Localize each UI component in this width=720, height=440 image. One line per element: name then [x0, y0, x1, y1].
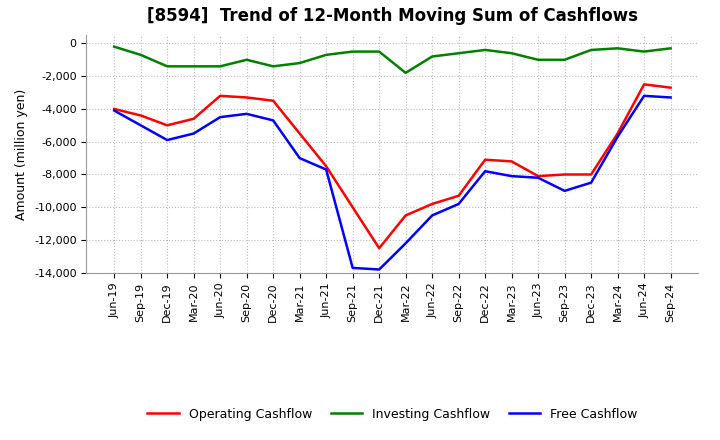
Operating Cashflow	[375, 246, 384, 251]
Line: Operating Cashflow: Operating Cashflow	[114, 84, 670, 248]
Free Cashflow	[401, 241, 410, 246]
Investing Cashflow	[243, 57, 251, 62]
Operating Cashflow	[110, 106, 119, 112]
Investing Cashflow	[295, 60, 304, 66]
Line: Investing Cashflow: Investing Cashflow	[114, 47, 670, 73]
Operating Cashflow	[269, 98, 277, 103]
Free Cashflow	[322, 167, 330, 172]
Free Cashflow	[454, 202, 463, 207]
Free Cashflow	[216, 114, 225, 120]
Legend: Operating Cashflow, Investing Cashflow, Free Cashflow: Operating Cashflow, Investing Cashflow, …	[143, 403, 642, 425]
Free Cashflow	[136, 123, 145, 128]
Investing Cashflow	[136, 52, 145, 58]
Free Cashflow	[587, 180, 595, 185]
Free Cashflow	[613, 134, 622, 139]
Operating Cashflow	[640, 82, 649, 87]
Operating Cashflow	[189, 116, 198, 121]
Investing Cashflow	[428, 54, 436, 59]
Free Cashflow	[295, 155, 304, 161]
Operating Cashflow	[428, 202, 436, 207]
Operating Cashflow	[163, 123, 171, 128]
Free Cashflow	[269, 118, 277, 123]
Operating Cashflow	[348, 205, 357, 210]
Free Cashflow	[640, 93, 649, 99]
Investing Cashflow	[269, 64, 277, 69]
Investing Cashflow	[454, 51, 463, 56]
Operating Cashflow	[481, 157, 490, 162]
Investing Cashflow	[189, 64, 198, 69]
Operating Cashflow	[666, 85, 675, 90]
Investing Cashflow	[322, 52, 330, 58]
Operating Cashflow	[613, 131, 622, 136]
Investing Cashflow	[587, 48, 595, 53]
Investing Cashflow	[216, 64, 225, 69]
Title: [8594]  Trend of 12-Month Moving Sum of Cashflows: [8594] Trend of 12-Month Moving Sum of C…	[147, 7, 638, 26]
Investing Cashflow	[163, 64, 171, 69]
Investing Cashflow	[640, 49, 649, 54]
Operating Cashflow	[136, 113, 145, 118]
Free Cashflow	[348, 265, 357, 271]
Free Cashflow	[508, 173, 516, 179]
Operating Cashflow	[295, 131, 304, 136]
Free Cashflow	[110, 108, 119, 113]
Free Cashflow	[243, 111, 251, 117]
Operating Cashflow	[560, 172, 569, 177]
Operating Cashflow	[454, 193, 463, 198]
Free Cashflow	[163, 137, 171, 143]
Operating Cashflow	[216, 93, 225, 99]
Investing Cashflow	[348, 49, 357, 54]
Free Cashflow	[375, 267, 384, 272]
Operating Cashflow	[587, 172, 595, 177]
Investing Cashflow	[560, 57, 569, 62]
Free Cashflow	[534, 175, 542, 180]
Free Cashflow	[666, 95, 675, 100]
Y-axis label: Amount (million yen): Amount (million yen)	[16, 88, 29, 220]
Investing Cashflow	[375, 49, 384, 54]
Investing Cashflow	[401, 70, 410, 76]
Operating Cashflow	[243, 95, 251, 100]
Operating Cashflow	[508, 159, 516, 164]
Operating Cashflow	[322, 164, 330, 169]
Operating Cashflow	[401, 213, 410, 218]
Investing Cashflow	[613, 46, 622, 51]
Free Cashflow	[481, 169, 490, 174]
Free Cashflow	[428, 213, 436, 218]
Free Cashflow	[560, 188, 569, 194]
Investing Cashflow	[534, 57, 542, 62]
Line: Free Cashflow: Free Cashflow	[114, 96, 670, 270]
Operating Cashflow	[534, 173, 542, 179]
Investing Cashflow	[666, 46, 675, 51]
Free Cashflow	[189, 131, 198, 136]
Investing Cashflow	[481, 48, 490, 53]
Investing Cashflow	[508, 51, 516, 56]
Investing Cashflow	[110, 44, 119, 49]
